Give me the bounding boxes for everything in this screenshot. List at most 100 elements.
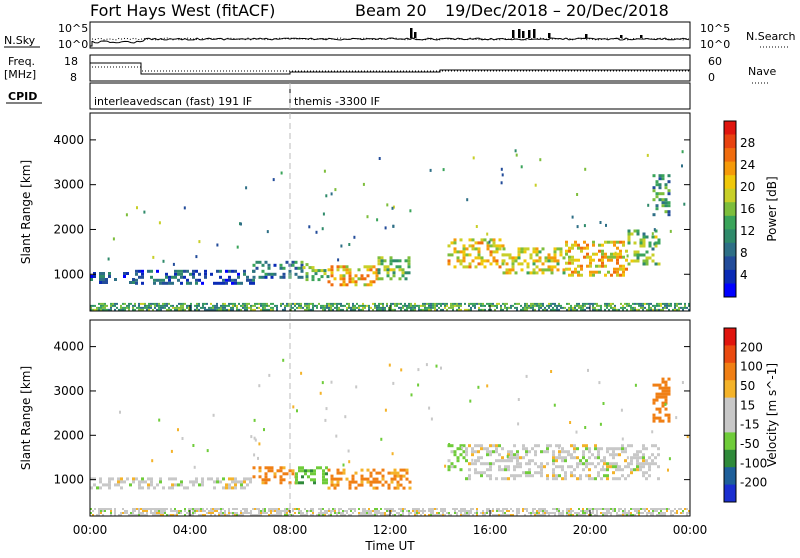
data-cell — [376, 512, 378, 514]
data-cell — [655, 416, 659, 420]
data-cell — [390, 508, 392, 510]
data-cell — [577, 243, 580, 247]
data-cell — [150, 512, 152, 514]
data-cell — [648, 302, 650, 305]
data-cell — [642, 308, 644, 311]
data-cell — [268, 508, 270, 510]
data-cell — [630, 304, 632, 307]
data-cell — [670, 514, 672, 516]
data-cell — [282, 478, 286, 482]
data-cell — [456, 256, 460, 260]
data-cell — [390, 302, 392, 305]
data-cell — [321, 381, 324, 385]
data-cell — [498, 459, 501, 463]
data-cell — [266, 512, 268, 514]
data-cell — [288, 481, 292, 485]
data-cell — [468, 262, 472, 266]
data-cell — [407, 262, 411, 266]
data-cell — [279, 469, 283, 473]
data-cell — [280, 512, 282, 514]
data-cell — [330, 306, 332, 309]
data-cell — [236, 512, 238, 514]
data-cell — [580, 264, 583, 268]
data-cell — [306, 510, 308, 512]
data-cell — [590, 302, 592, 305]
data-cell — [114, 514, 116, 516]
data-cell — [670, 510, 672, 512]
data-cell — [402, 486, 406, 490]
data-cell — [585, 459, 588, 463]
data-cell — [252, 514, 254, 516]
cpid-panel — [89, 82, 691, 110]
data-cell — [568, 261, 571, 265]
data-cell — [392, 205, 395, 209]
data-cell — [304, 302, 306, 305]
data-cell — [474, 306, 476, 309]
data-cell — [583, 224, 586, 228]
data-cell — [668, 508, 670, 510]
data-cell — [660, 304, 662, 307]
data-cell — [98, 510, 100, 512]
data-cell — [178, 302, 180, 305]
data-cell — [642, 232, 646, 236]
data-cell — [136, 514, 138, 516]
data-cell — [216, 304, 218, 307]
data-cell — [378, 308, 380, 311]
data-cell — [650, 306, 652, 309]
data-cell — [110, 306, 112, 309]
data-cell — [549, 444, 552, 448]
data-cell — [190, 304, 192, 307]
data-cell — [138, 483, 141, 487]
data-cell — [532, 302, 534, 305]
data-cell — [330, 480, 334, 484]
data-cell — [541, 247, 545, 251]
data-cell — [652, 419, 656, 423]
data-cell — [578, 508, 580, 510]
data-cell — [258, 508, 260, 510]
data-cell — [252, 475, 256, 479]
data-cell — [144, 302, 146, 305]
data-cell — [396, 486, 400, 490]
data-cell — [652, 189, 656, 193]
data-cell — [610, 302, 612, 305]
data-cell — [639, 468, 642, 472]
data-cell — [562, 271, 566, 275]
data-cell — [682, 306, 684, 309]
data-cell — [311, 266, 315, 270]
data-cell — [553, 403, 556, 407]
data-cell — [536, 302, 538, 305]
data-cell — [634, 508, 636, 510]
data-cell — [381, 483, 385, 487]
data-cell — [570, 512, 572, 514]
data-cell — [648, 465, 651, 469]
data-cell — [344, 510, 346, 512]
data-cell — [661, 395, 665, 399]
data-cell — [656, 508, 658, 510]
data-cell — [667, 204, 671, 208]
data-cell — [474, 241, 478, 245]
data-cell — [488, 304, 490, 307]
data-cell — [598, 508, 600, 510]
data-cell — [438, 514, 440, 516]
data-cell — [398, 514, 400, 516]
noise-spike — [512, 30, 515, 38]
data-cell — [406, 306, 408, 309]
data-cell — [333, 483, 337, 487]
data-cell — [478, 302, 480, 305]
data-cell — [542, 510, 544, 512]
data-cell — [262, 306, 264, 309]
data-cell — [144, 514, 146, 516]
data-cell — [645, 262, 649, 266]
data-cell — [234, 278, 237, 282]
data-cell — [306, 514, 308, 516]
data-cell — [416, 512, 418, 514]
data-cell — [531, 447, 534, 451]
data-cell — [520, 250, 524, 254]
data-cell — [571, 258, 574, 262]
data-cell — [228, 477, 231, 481]
data-cell — [529, 253, 533, 257]
data-cell — [553, 250, 557, 254]
data-cell — [295, 475, 298, 479]
data-cell — [642, 444, 645, 448]
data-cell — [462, 444, 466, 448]
